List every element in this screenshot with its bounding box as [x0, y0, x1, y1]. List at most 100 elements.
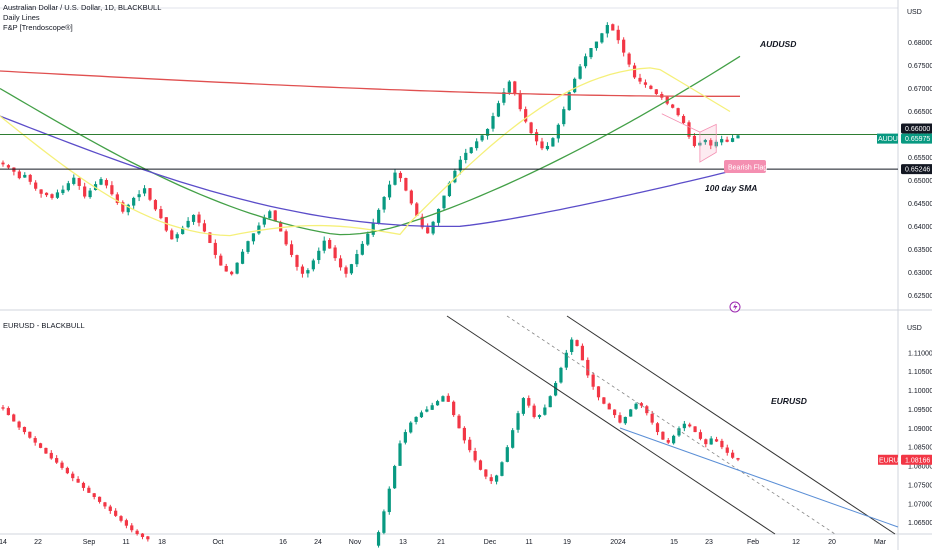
- a-candle-60[interactable]: [328, 239, 332, 249]
- a-candle-5[interactable]: [28, 174, 32, 182]
- e-candle-3[interactable]: [17, 421, 21, 428]
- e-candle-14[interactable]: [76, 478, 80, 483]
- a-candle-42[interactable]: [230, 271, 234, 275]
- e-candle-86[interactable]: [462, 427, 466, 441]
- a-candle-71[interactable]: [387, 184, 392, 198]
- a-candle-18[interactable]: [99, 179, 103, 185]
- a-candle-85[interactable]: [464, 152, 468, 160]
- a-candle-73[interactable]: [398, 172, 403, 179]
- e-candle-119[interactable]: [639, 403, 644, 406]
- a-candle-63[interactable]: [344, 267, 348, 274]
- a-candle-46[interactable]: [251, 233, 256, 242]
- e-candle-22[interactable]: [119, 516, 123, 521]
- e-candle-9[interactable]: [49, 452, 53, 459]
- a-candle-70[interactable]: [382, 196, 386, 210]
- a-candle-99[interactable]: [540, 141, 544, 149]
- a-candle-86[interactable]: [469, 147, 473, 154]
- a-candle-11[interactable]: [61, 189, 65, 194]
- e-candle-129[interactable]: [693, 426, 697, 433]
- a-candle-37[interactable]: [202, 223, 207, 232]
- e-candle-97[interactable]: [521, 398, 526, 414]
- support-trendline[interactable]: [619, 427, 899, 528]
- a-candle-74[interactable]: [404, 177, 408, 191]
- e-candle-94[interactable]: [505, 447, 509, 462]
- a-candle-130[interactable]: [709, 140, 713, 146]
- a-candle-93[interactable]: [507, 81, 511, 93]
- e-candle-24[interactable]: [130, 525, 134, 531]
- a-candle-105[interactable]: [573, 78, 577, 93]
- a-candle-51[interactable]: [279, 222, 283, 232]
- a-candle-120[interactable]: [654, 89, 658, 94]
- a-candle-22[interactable]: [121, 202, 125, 212]
- a-candle-29[interactable]: [159, 209, 163, 219]
- a-candle-24[interactable]: [132, 197, 136, 206]
- a-candle-32[interactable]: [175, 234, 179, 239]
- e-candle-1[interactable]: [6, 408, 10, 416]
- a-candle-100[interactable]: [545, 145, 550, 150]
- legend-daily-lines[interactable]: Daily Lines: [3, 13, 40, 22]
- a-candle-64[interactable]: [349, 264, 354, 274]
- a-candle-90[interactable]: [491, 116, 495, 129]
- e-candle-100[interactable]: [537, 415, 542, 418]
- e-candle-109[interactable]: [586, 359, 590, 376]
- a-candle-4[interactable]: [23, 174, 27, 178]
- e-candle-21[interactable]: [114, 510, 118, 516]
- e-candle-82[interactable]: [441, 396, 445, 402]
- e-candle-120[interactable]: [645, 406, 649, 414]
- a-candle-14[interactable]: [77, 177, 81, 186]
- a-candle-33[interactable]: [181, 227, 185, 235]
- a-candle-103[interactable]: [562, 109, 566, 125]
- a-candle-109[interactable]: [594, 41, 599, 49]
- e-candle-0[interactable]: [1, 407, 5, 409]
- a-candle-47[interactable]: [257, 225, 261, 234]
- a-candle-112[interactable]: [611, 24, 615, 31]
- e-candle-26[interactable]: [140, 533, 145, 538]
- e-candle-112[interactable]: [602, 397, 606, 404]
- e-candle-23[interactable]: [124, 520, 128, 526]
- e-candle-7[interactable]: [38, 443, 43, 448]
- e-candle-18[interactable]: [97, 496, 102, 502]
- e-candle-133[interactable]: [714, 439, 719, 442]
- a-candle-45[interactable]: [246, 241, 250, 252]
- channel-upper-line[interactable]: [566, 315, 896, 535]
- e-candle-92[interactable]: [494, 475, 499, 482]
- a-candle-68[interactable]: [371, 222, 375, 235]
- e-candle-73[interactable]: [393, 466, 397, 489]
- a-candle-49[interactable]: [268, 211, 272, 219]
- a-candle-52[interactable]: [284, 231, 288, 245]
- a-candle-40[interactable]: [219, 255, 223, 266]
- e-candle-85[interactable]: [457, 415, 461, 429]
- e-candle-126[interactable]: [677, 428, 681, 436]
- a-candle-104[interactable]: [567, 92, 571, 111]
- e-candle-4[interactable]: [22, 426, 27, 433]
- e-candle-5[interactable]: [28, 431, 32, 438]
- a-candle-8[interactable]: [44, 192, 49, 196]
- a-candle-95[interactable]: [518, 93, 522, 110]
- e-candle-2[interactable]: [12, 414, 16, 422]
- e-candle-103[interactable]: [553, 382, 558, 396]
- e-candle-19[interactable]: [103, 502, 107, 507]
- a-candle-28[interactable]: [153, 200, 158, 210]
- a-candle-38[interactable]: [208, 232, 212, 243]
- a-candle-102[interactable]: [556, 124, 560, 139]
- e-candle-114[interactable]: [613, 409, 617, 416]
- e-candle-84[interactable]: [452, 401, 456, 416]
- a-candle-116[interactable]: [632, 65, 637, 78]
- e-candle-71[interactable]: [382, 511, 386, 533]
- a-candle-124[interactable]: [676, 108, 680, 116]
- a-candle-106[interactable]: [578, 66, 582, 79]
- a-candle-58[interactable]: [317, 250, 321, 261]
- e-candle-121[interactable]: [650, 413, 654, 423]
- e-candle-124[interactable]: [666, 440, 670, 443]
- a-candle-66[interactable]: [360, 243, 364, 255]
- a-candle-35[interactable]: [191, 214, 196, 222]
- e-candle-113[interactable]: [607, 403, 611, 410]
- e-candle-27[interactable]: [146, 536, 150, 540]
- e-candle-88[interactable]: [473, 450, 477, 461]
- e-candle-130[interactable]: [698, 432, 703, 439]
- e-candle-132[interactable]: [709, 438, 713, 445]
- a-candle-9[interactable]: [50, 194, 54, 198]
- a-candle-62[interactable]: [338, 258, 343, 268]
- e-candle-75[interactable]: [403, 432, 407, 443]
- e-candle-72[interactable]: [387, 488, 391, 513]
